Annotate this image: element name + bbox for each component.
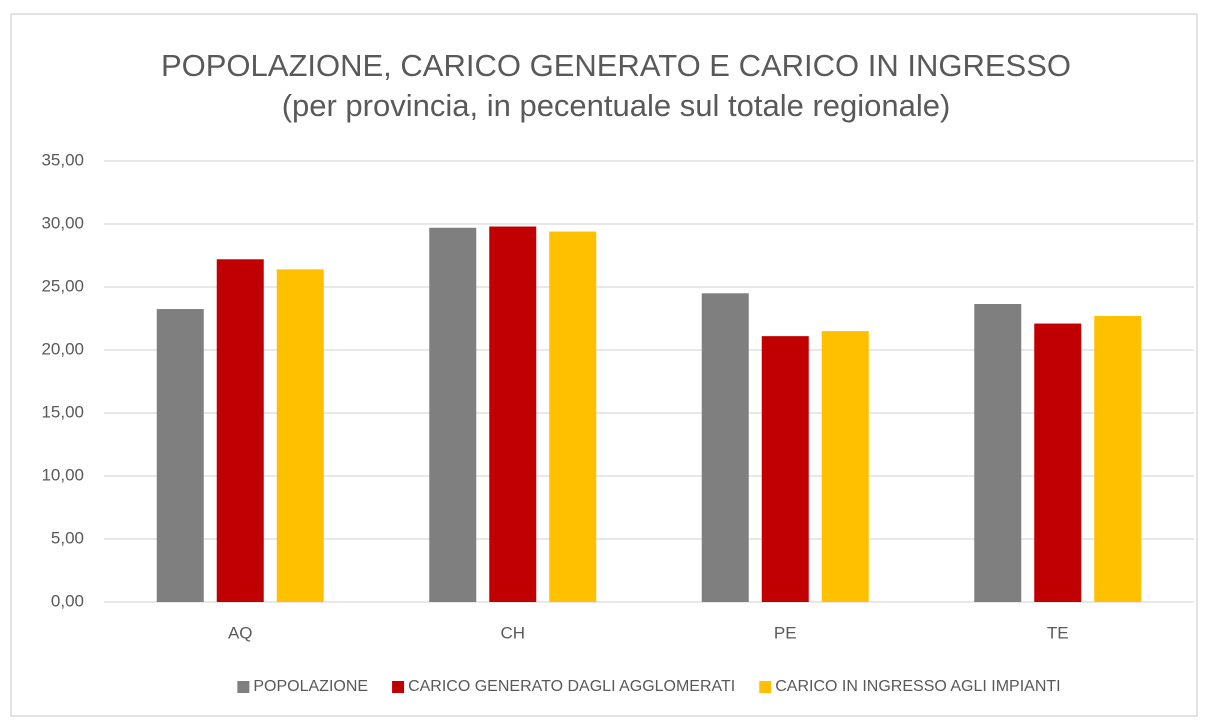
bar <box>821 331 869 602</box>
legend-label: POPOLAZIONE <box>253 678 368 695</box>
y-tick-label: 15,00 <box>41 402 84 421</box>
y-tick-label: 10,00 <box>41 465 84 484</box>
legend-swatch <box>392 681 405 693</box>
y-tick-label: 35,00 <box>41 150 84 169</box>
chart-subtitle: (per provincia, in pecentuale sul totale… <box>282 88 951 123</box>
y-tick-label: 5,00 <box>51 528 84 547</box>
bar <box>216 259 264 602</box>
x-tick-label: CH <box>500 623 525 642</box>
bar <box>974 304 1022 602</box>
x-tick-label: PE <box>774 623 797 642</box>
bar <box>1094 315 1142 602</box>
x-tick-label: AQ <box>228 623 253 642</box>
bar <box>429 227 477 602</box>
bar <box>761 336 809 602</box>
x-tick-label: TE <box>1047 623 1069 642</box>
legend-label: CARICO IN INGRESSO AGLI IMPIANTI <box>775 678 1060 695</box>
y-tick-label: 20,00 <box>41 339 84 358</box>
bar <box>1034 323 1082 602</box>
bar <box>549 231 597 602</box>
y-tick-label: 25,00 <box>41 276 84 295</box>
bar <box>156 309 204 602</box>
bar <box>276 269 324 602</box>
bar <box>489 226 537 602</box>
bar <box>701 293 749 602</box>
legend-swatch <box>759 681 772 693</box>
chart-title: POPOLAZIONE, CARICO GENERATO E CARICO IN… <box>161 48 1071 83</box>
legend-label: CARICO GENERATO DAGLI AGGLOMERATI <box>408 678 735 695</box>
y-tick-label: 30,00 <box>41 213 84 232</box>
y-tick-label: 0,00 <box>51 591 84 610</box>
legend-swatch <box>237 681 250 693</box>
